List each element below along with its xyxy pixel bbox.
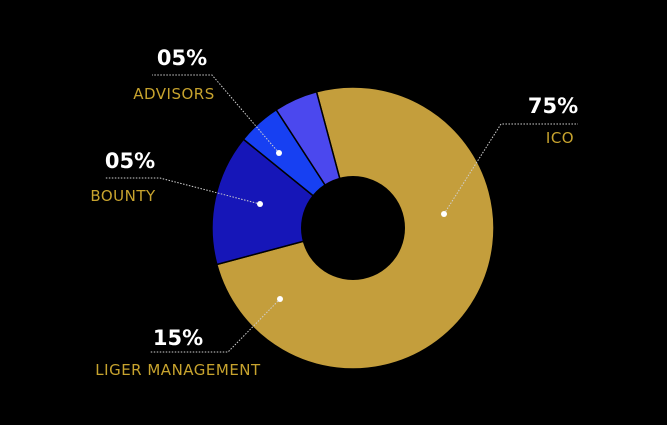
- marker-dot-advisors: [276, 150, 282, 156]
- chart-callouts: 75% ICO 15% LIGER MANAGEMENT 05% BOUNTY 05% ADV…: [90, 46, 578, 379]
- marker-dot-liger-management: [277, 296, 283, 302]
- leader-line-advisors: [152, 74, 280, 154]
- category-label-advisors: ADVISORS: [133, 85, 215, 103]
- donut-hole: [301, 176, 405, 280]
- category-label-ico: ICO: [546, 129, 574, 147]
- percent-label-advisors: 05%: [157, 46, 207, 70]
- percent-label-ico: 75%: [528, 94, 578, 118]
- marker-dot-bounty: [257, 201, 263, 207]
- leader-line-liger-management: [150, 298, 281, 353]
- category-label-bounty: BOUNTY: [90, 187, 156, 205]
- leader-line-bounty: [105, 177, 261, 205]
- percent-label-liger-management: 15%: [153, 326, 203, 350]
- category-label-liger-management: LIGER MANAGEMENT: [95, 361, 261, 379]
- marker-dot-ico: [441, 211, 447, 217]
- percent-label-bounty: 05%: [105, 149, 155, 173]
